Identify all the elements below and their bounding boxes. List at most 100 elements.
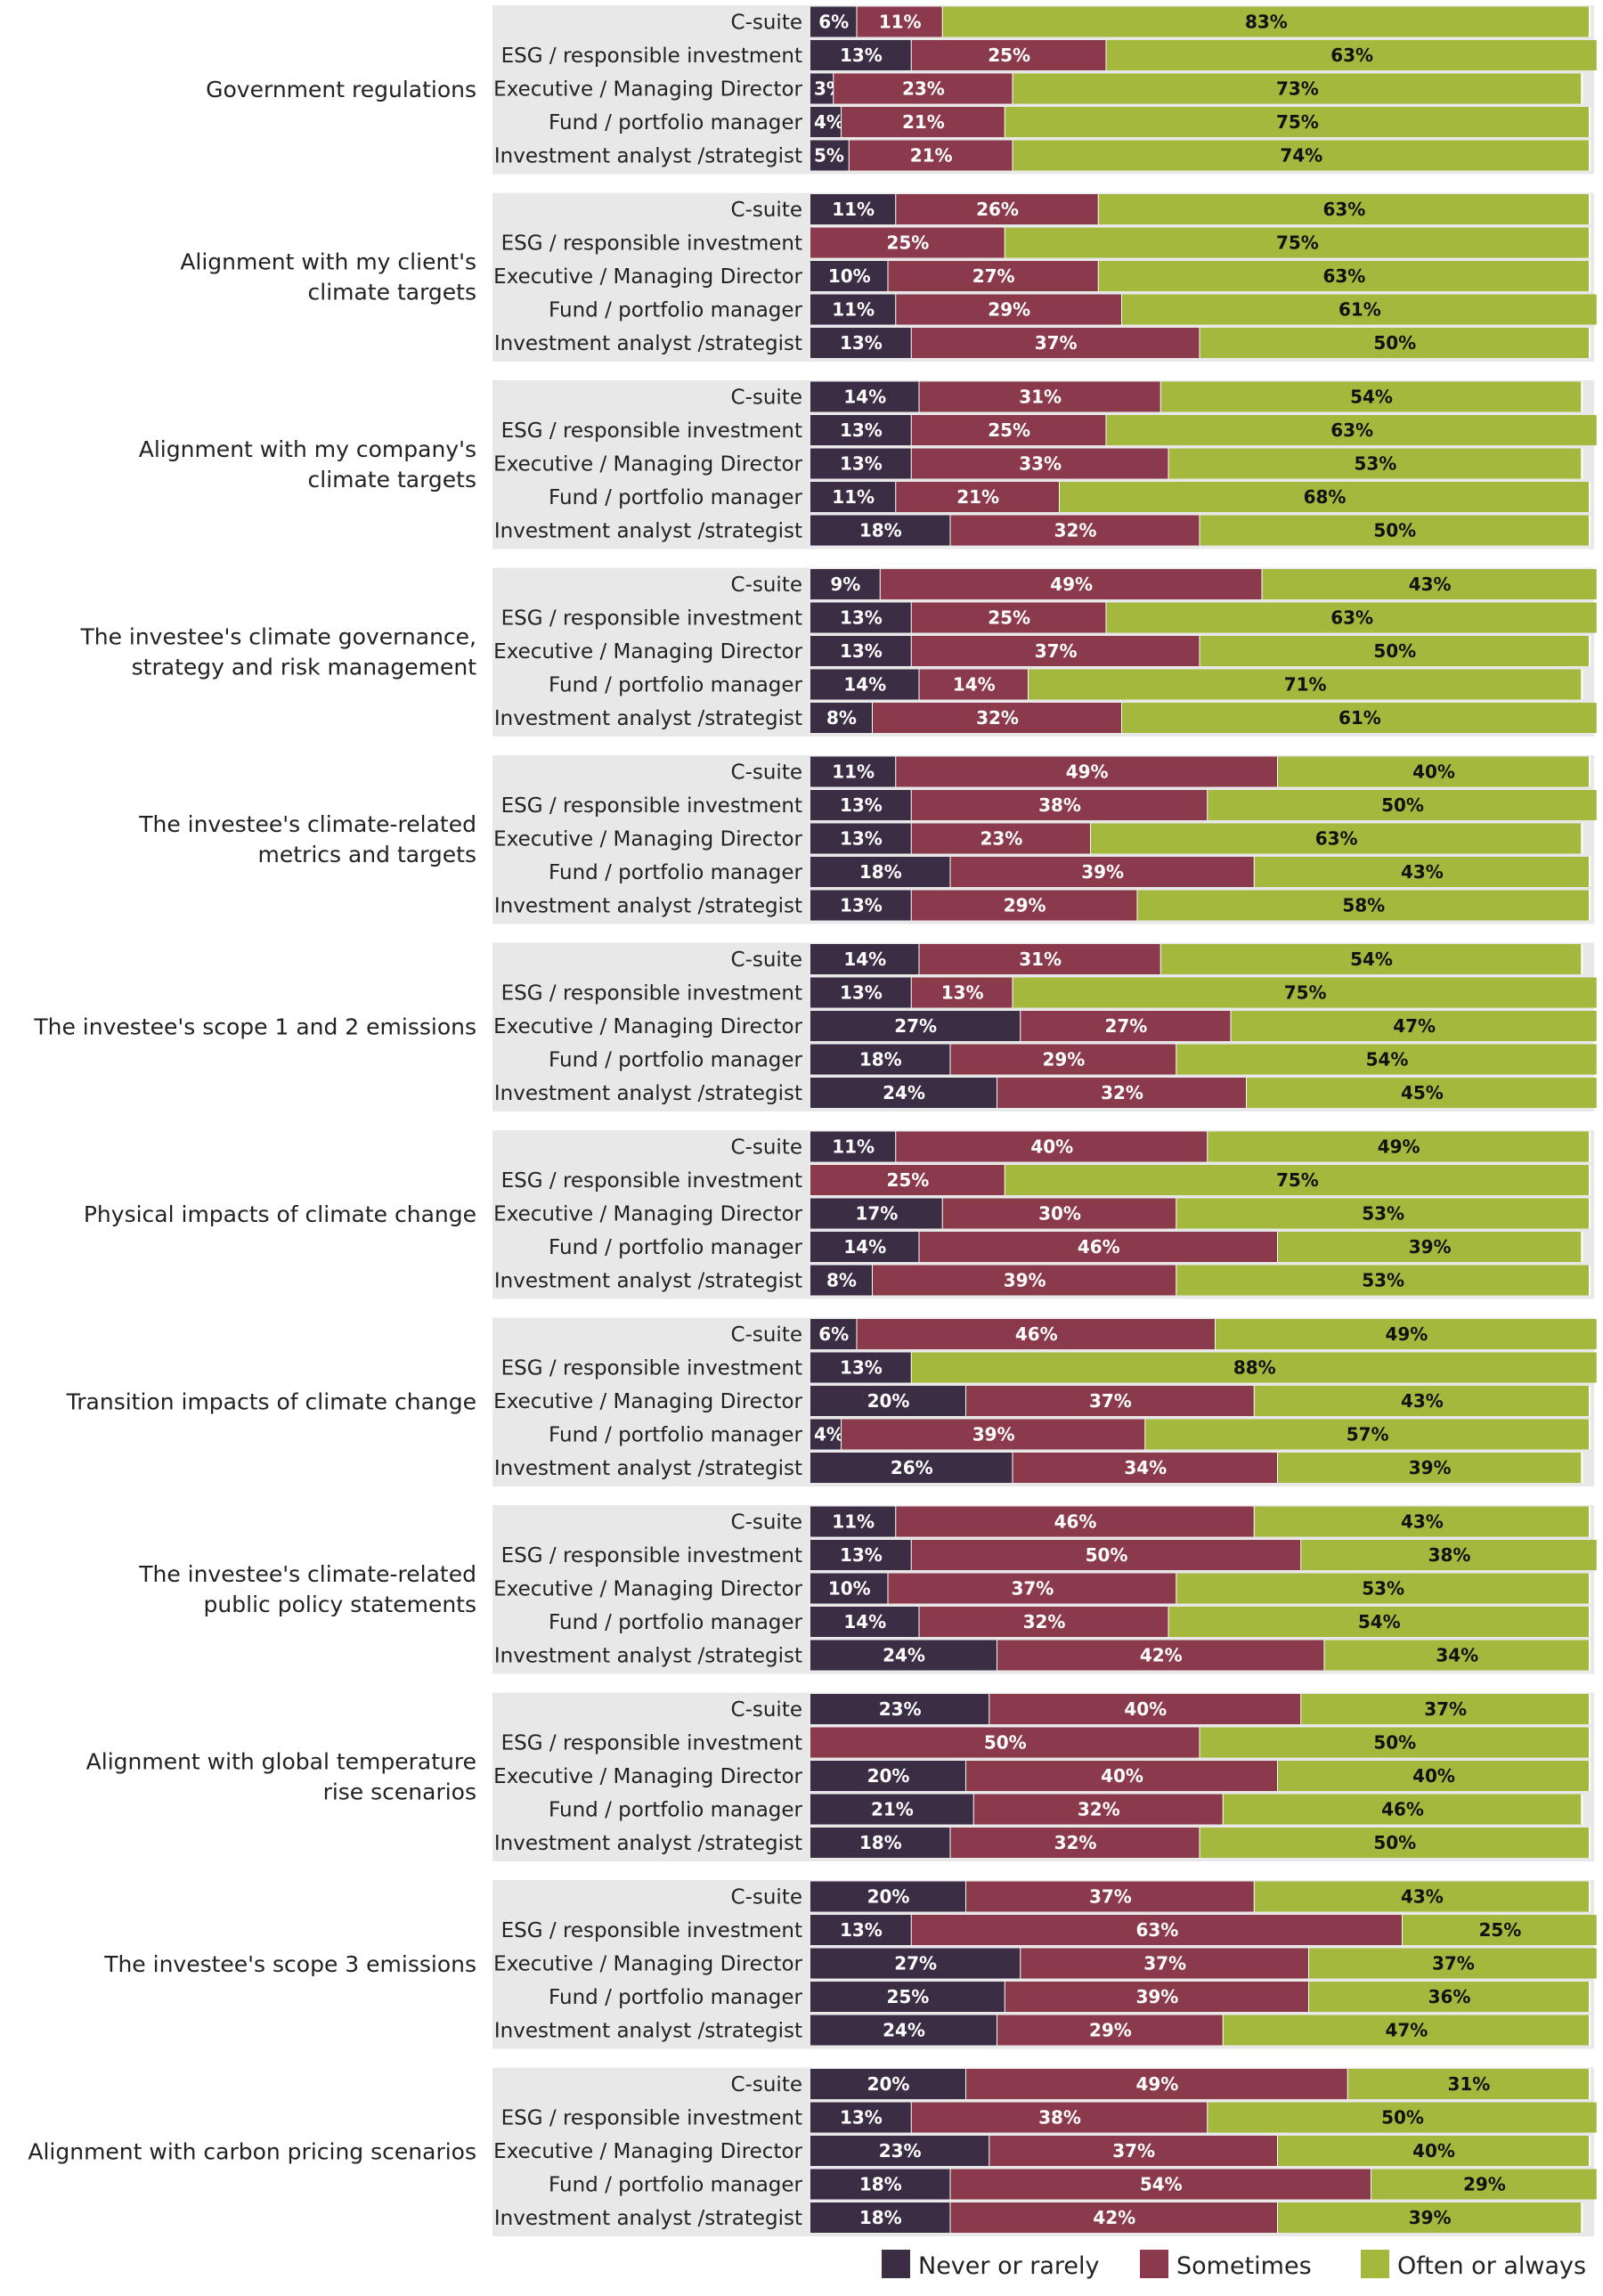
value-label: 39% [1409, 1457, 1452, 1478]
role-label: Executive / Managing Director [493, 1390, 802, 1413]
bar-segment [810, 1419, 842, 1450]
bar-segment [810, 515, 951, 546]
bar-segment [950, 2202, 1278, 2233]
value-label: 29% [1042, 1049, 1085, 1071]
role-label: Executive / Managing Director [493, 1203, 802, 1226]
role-label: Executive / Managing Director [493, 453, 802, 476]
bar-segment [911, 1540, 1302, 1570]
bar-divider [1589, 2015, 1591, 2046]
value-label: 37% [1112, 2140, 1155, 2162]
bar-segment [842, 1419, 1146, 1450]
value-label: 25% [886, 1169, 929, 1191]
role-label: C-suite [731, 1136, 802, 1160]
bar-segment [919, 669, 1029, 700]
value-label: 43% [1401, 1390, 1444, 1412]
bar-segment [810, 602, 912, 633]
bar-segment [810, 1794, 974, 1825]
value-label: 46% [1381, 1799, 1424, 1820]
bar-divider [1589, 1131, 1591, 1162]
value-label: 40% [1124, 1698, 1167, 1720]
bar-segment [1254, 1386, 1590, 1416]
bar-segment [810, 415, 912, 445]
bar-segment [810, 1761, 966, 1791]
bar-segment [1122, 703, 1598, 733]
value-label: 34% [1436, 1645, 1478, 1666]
bar-segment [810, 1265, 873, 1296]
value-label: 54% [1350, 949, 1393, 970]
role-label: Executive / Managing Director [493, 1953, 802, 1976]
role-label: C-suite [731, 761, 802, 785]
value-label: 33% [1019, 453, 1062, 475]
value-label: 32% [976, 707, 1019, 729]
value-label: 58% [1342, 895, 1385, 916]
bar-divider [1596, 703, 1599, 733]
bar-segment [1403, 1915, 1598, 1945]
bar-segment [919, 944, 1161, 974]
bar-divider [1596, 294, 1599, 325]
bar-segment [1168, 1607, 1590, 1637]
value-label: 27% [972, 265, 1015, 287]
topic-label: The investee's scope 1 and 2 emissions [33, 1014, 476, 1039]
legend-swatch [882, 2250, 910, 2278]
topic-label: The investee's climate-related [138, 1561, 476, 1587]
value-label: 88% [1233, 1357, 1276, 1379]
role-label: Investment analyst /strategist [494, 1832, 802, 1855]
legend-label: Often or always [1397, 2252, 1586, 2280]
bar-segment [997, 2015, 1224, 2046]
value-label: 13% [840, 640, 883, 662]
bar-segment [810, 107, 842, 137]
role-label: Investment analyst /strategist [494, 1082, 802, 1105]
role-label: ESG / responsible investment [501, 1169, 802, 1193]
bar-segment [1301, 1694, 1590, 1724]
bar-divider [1589, 1607, 1591, 1637]
bar-segment [911, 2102, 1208, 2133]
bar-segment [810, 1165, 1005, 1195]
role-label: Executive / Managing Director [493, 1578, 802, 1601]
value-label: 26% [891, 1457, 933, 1478]
bar-segment [950, 1828, 1200, 1858]
bar-segment [896, 194, 1099, 224]
bar-segment [1223, 2015, 1590, 2046]
value-label: 63% [1322, 199, 1365, 220]
role-label: Executive / Managing Director [493, 1765, 802, 1788]
topic-label: Alignment with my client's [180, 248, 476, 274]
bar-segment [997, 1078, 1247, 1108]
bar-segment [810, 1198, 943, 1229]
bar-segment [973, 1794, 1224, 1825]
bar-segment [810, 857, 951, 887]
bar-segment [1247, 1078, 1598, 1108]
bar-segment [989, 1694, 1302, 1724]
bar-segment [911, 602, 1107, 633]
value-label: 21% [871, 1799, 914, 1820]
bar-divider [1596, 790, 1599, 820]
topic-label: climate targets [308, 467, 476, 493]
value-label: 21% [956, 486, 999, 508]
value-label: 14% [953, 674, 996, 696]
value-label: 49% [1135, 2073, 1178, 2095]
value-label: 25% [1478, 1919, 1521, 1941]
value-label: 39% [972, 1424, 1015, 1445]
bar-segment [1021, 1948, 1309, 1979]
bar-segment [966, 2069, 1348, 2099]
bar-segment [911, 636, 1200, 666]
bar-segment [911, 823, 1091, 854]
bar-divider [1581, 669, 1583, 700]
bar-segment [1137, 890, 1590, 921]
topic-label: The investee's scope 3 emissions [103, 1951, 476, 1977]
value-label: 36% [1428, 1986, 1471, 2007]
bar-divider [1589, 1881, 1591, 1912]
bar-segment [1371, 2169, 1598, 2200]
bar-segment [911, 977, 1013, 1008]
value-label: 25% [988, 45, 1030, 66]
bar-segment [1005, 1165, 1590, 1195]
value-label: 63% [1135, 1919, 1178, 1941]
legend-swatch [1140, 2250, 1168, 2278]
bar-segment [1013, 977, 1598, 1008]
bar-segment [810, 1453, 1013, 1483]
value-label: 39% [1135, 1986, 1178, 2007]
bar-divider [1581, 823, 1583, 854]
topic-label: Transition impacts of climate change [66, 1388, 476, 1414]
bar-segment [1309, 1948, 1598, 1979]
bar-segment [911, 448, 1169, 479]
bar-divider [1589, 1165, 1591, 1195]
